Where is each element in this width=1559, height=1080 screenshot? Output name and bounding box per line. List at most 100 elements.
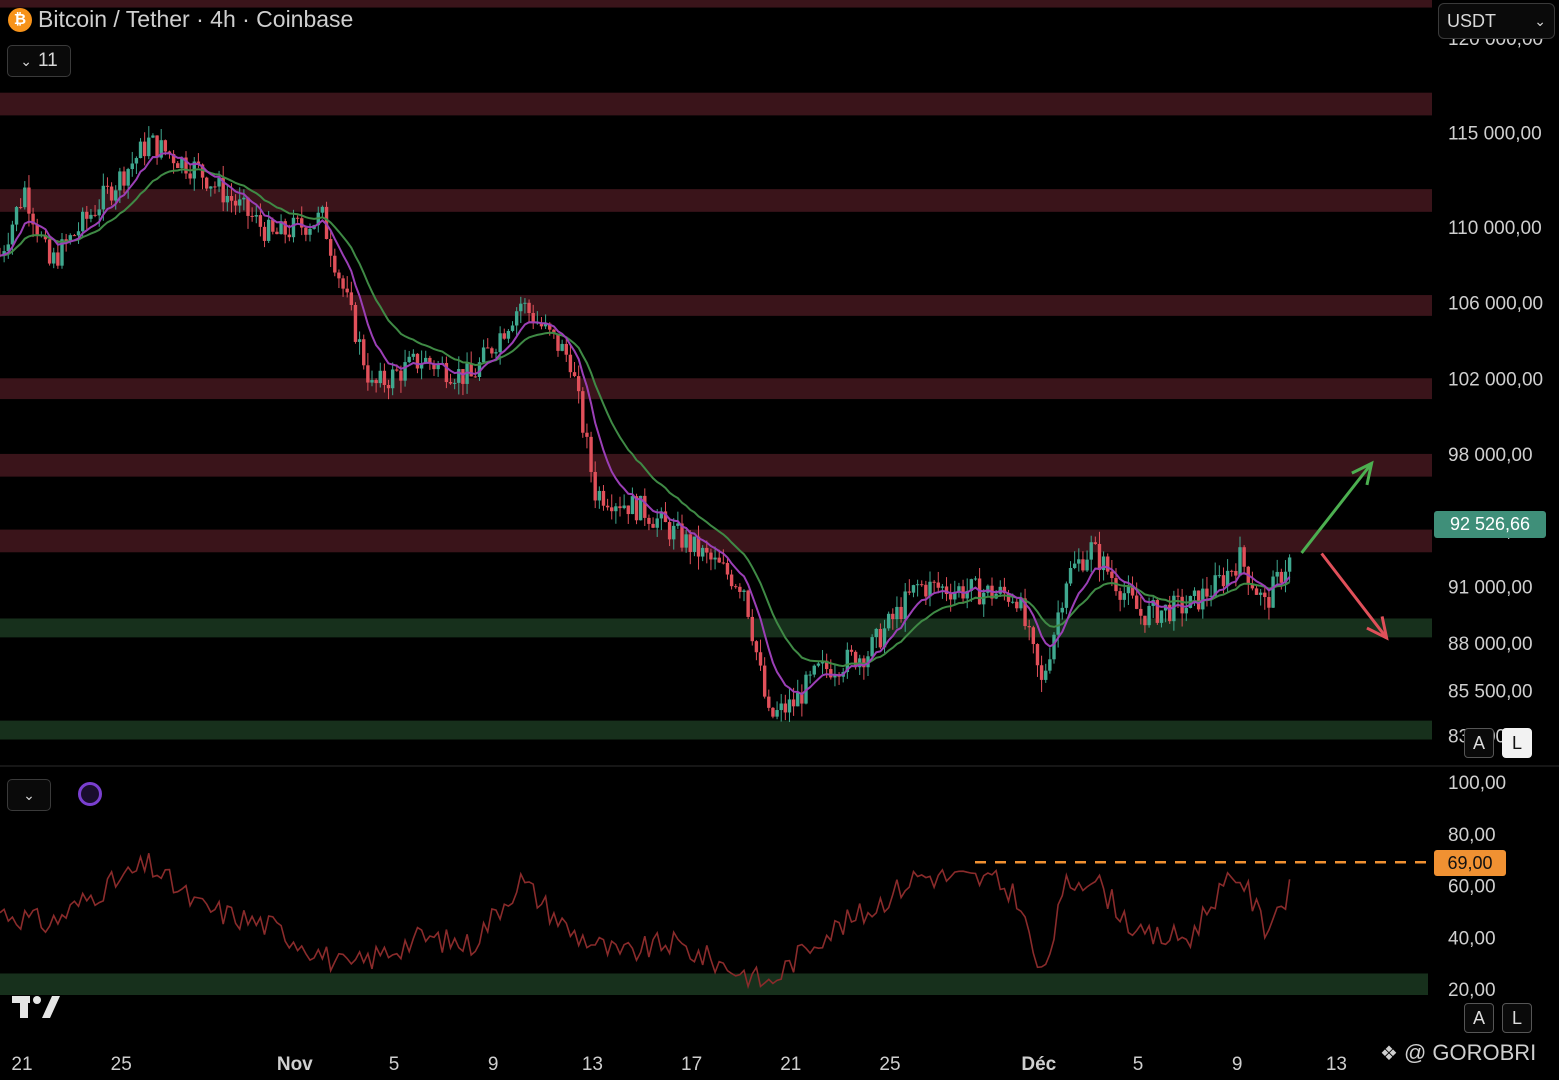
symbol-title[interactable]: ₿ Bitcoin / Tether · 4h · Coinbase	[8, 6, 353, 33]
candle	[709, 552, 713, 560]
candle	[762, 665, 767, 697]
chevron-down-icon: ⌄	[1534, 12, 1546, 29]
candle	[1271, 576, 1275, 608]
rsi-indicator-icon[interactable]	[78, 782, 102, 806]
candle	[779, 703, 783, 711]
candle	[667, 522, 672, 540]
rsi-line	[0, 853, 1291, 990]
candle	[676, 523, 680, 526]
candle	[651, 523, 655, 528]
candle	[659, 511, 664, 519]
candle	[452, 382, 457, 384]
candle	[349, 292, 354, 305]
candle	[1263, 592, 1267, 598]
candle	[680, 523, 684, 548]
candle	[1027, 626, 1031, 628]
candle	[936, 582, 940, 588]
candle	[448, 382, 453, 384]
candle	[696, 536, 701, 557]
candle	[382, 370, 387, 385]
candle	[1039, 665, 1044, 680]
candle	[895, 606, 899, 620]
candle	[490, 348, 494, 354]
time-axis-label: Déc	[1021, 1054, 1056, 1075]
candle	[1143, 615, 1147, 626]
candle	[800, 692, 804, 704]
candle	[291, 217, 296, 238]
candle	[957, 586, 961, 592]
time-axis-label: 13	[1326, 1054, 1347, 1075]
rsi-auto-scale-button[interactable]: A	[1464, 1003, 1494, 1033]
candle	[973, 578, 978, 580]
candle	[767, 696, 771, 708]
candle	[647, 517, 651, 524]
candle	[308, 228, 312, 235]
candle	[337, 272, 341, 279]
candle	[498, 333, 502, 353]
rsi-log-scale-button[interactable]: L	[1502, 1003, 1532, 1033]
candle	[461, 369, 465, 384]
price-axis-label: 98 000,00	[1448, 445, 1533, 466]
candle	[705, 547, 709, 553]
candle	[1184, 607, 1188, 614]
candle	[1283, 571, 1288, 583]
candle	[692, 536, 697, 552]
candle	[969, 579, 974, 591]
candle	[1196, 590, 1201, 610]
candle	[1052, 634, 1056, 660]
candle	[1019, 598, 1023, 609]
auto-scale-button[interactable]: A	[1464, 728, 1494, 758]
candle	[23, 187, 27, 208]
candle	[1238, 547, 1242, 576]
candle	[1126, 586, 1131, 594]
candle	[204, 177, 209, 189]
candle	[539, 322, 544, 327]
candle	[523, 302, 527, 304]
candle	[1048, 659, 1052, 671]
rsi-pane-collapse-button[interactable]: ⌄	[7, 779, 51, 811]
candle	[560, 343, 564, 351]
candle	[638, 495, 643, 521]
candle	[944, 586, 949, 595]
candle	[52, 252, 56, 264]
candle	[663, 511, 668, 523]
candle	[775, 710, 779, 717]
candle	[436, 363, 440, 370]
candle	[300, 218, 304, 228]
candle	[519, 303, 523, 312]
candle	[1072, 563, 1077, 569]
candle	[1159, 610, 1164, 623]
candle	[80, 211, 85, 232]
candle	[1287, 557, 1292, 572]
log-scale-button[interactable]: L	[1502, 728, 1532, 758]
chevron-down-icon: ⌄	[20, 52, 32, 69]
watermark: ❖ @ GOROBRI	[1380, 1040, 1536, 1066]
candle	[734, 586, 738, 588]
resistance-zone	[0, 189, 1432, 212]
candle	[1134, 595, 1139, 609]
candle	[1147, 605, 1151, 626]
candle	[1110, 571, 1114, 579]
candle	[787, 699, 792, 713]
candle	[808, 674, 812, 676]
current-price-tag: 92 526,66	[1434, 511, 1546, 538]
candle	[320, 206, 325, 213]
candle	[1031, 627, 1036, 645]
indicators-toggle-button[interactable]: ⌄ 11	[7, 45, 71, 77]
currency-select[interactable]: USDT ⌄	[1438, 3, 1555, 39]
candle	[874, 628, 878, 638]
candle	[1122, 593, 1126, 600]
candle	[1139, 608, 1143, 616]
candle	[353, 304, 358, 342]
candle	[14, 207, 19, 225]
candle	[845, 649, 850, 673]
candle	[878, 628, 883, 648]
candle	[238, 199, 242, 206]
candle	[147, 137, 151, 157]
candle	[1155, 600, 1160, 623]
binance-icon: ❖	[1380, 1042, 1398, 1065]
candle	[1097, 543, 1102, 571]
candle	[275, 231, 279, 235]
candle	[68, 235, 72, 242]
